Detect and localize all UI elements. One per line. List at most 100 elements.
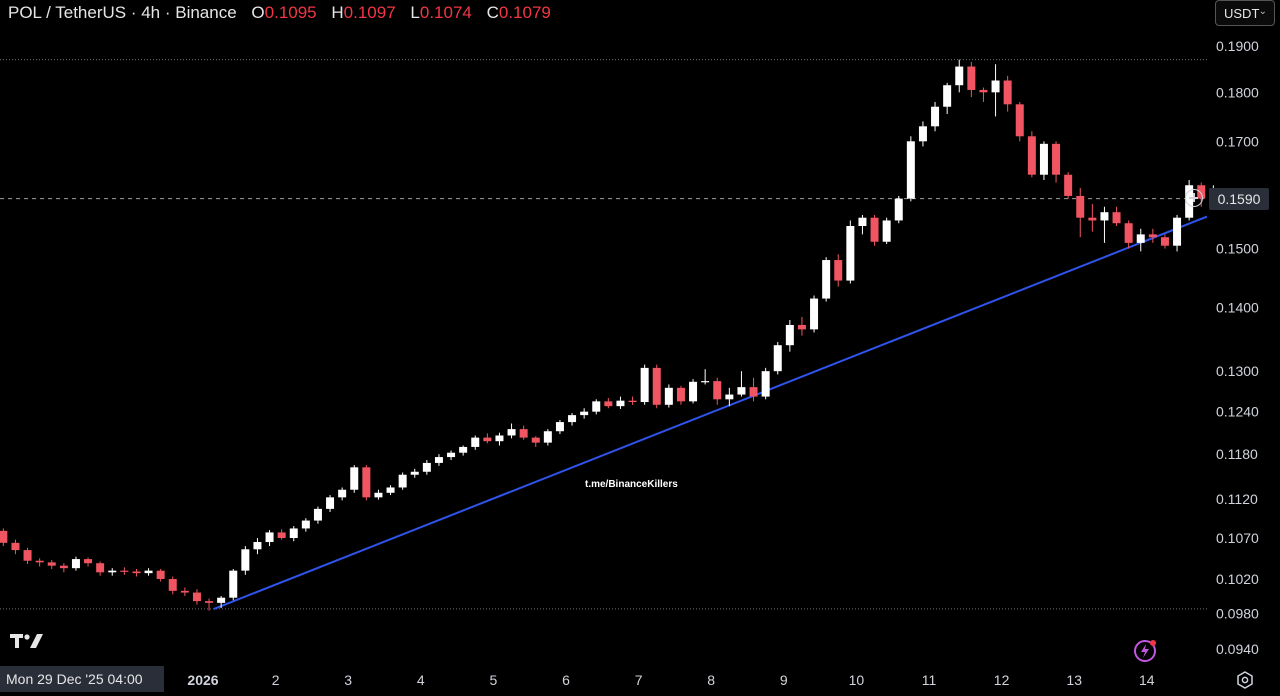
candle [265,530,274,547]
candle [84,557,93,567]
candle [447,450,456,460]
candle [180,587,189,596]
candle [229,568,238,601]
candle [810,295,819,333]
price-tick-label: 0.1300 [1216,363,1259,379]
candle [1015,101,1024,142]
candle [132,568,141,577]
time-tick-label: 13 [1066,672,1082,688]
candle [652,364,661,409]
candle [568,413,577,426]
candle [120,567,129,575]
candle [918,121,927,147]
candle [737,371,746,397]
price-tick-label: 0.1020 [1216,571,1259,587]
candle [410,468,419,478]
candle [580,408,589,419]
candle [519,425,528,440]
candle [1064,172,1073,199]
candlestick-series [0,59,1218,611]
candle [943,82,952,115]
candle [35,558,44,567]
candle [0,528,8,547]
time-axis[interactable]: 2026 2 3 4 5 6 7 8 9 10 11 12 13 14 [187,672,1154,688]
candle [543,429,552,446]
symbol-title[interactable]: POL / TetherUS · 4h · Binance [8,3,237,22]
candle [108,568,117,576]
candle [192,589,201,605]
candle [882,217,891,244]
candle [785,319,794,352]
candle [1160,234,1169,249]
settings-icon[interactable] [1236,671,1254,689]
candle [773,342,782,375]
candle [71,556,80,571]
time-tick-label: 11 [922,672,937,688]
plus-circle-icon[interactable] [1185,189,1203,207]
price-tick-label: 0.0980 [1216,605,1259,621]
price-tick-label: 0.1700 [1216,133,1259,149]
candle [531,436,540,447]
candle [483,433,492,444]
candle [495,432,504,446]
candle [664,384,673,408]
tradingview-logo-icon[interactable] [10,632,44,650]
candle [822,257,831,302]
candle [459,445,468,456]
open-value: 0.1095 [264,3,317,22]
candle [350,465,359,493]
candle [1039,141,1048,180]
candle [507,423,516,439]
candle [592,399,601,415]
chart-header: POL / TetherUS · 4h · Binance O0.1095 H0… [8,3,551,23]
time-tick-label: 12 [994,672,1010,688]
candle [967,61,976,98]
time-tick-label: 6 [562,672,570,688]
trendline[interactable] [213,215,1208,610]
close-value: 0.1079 [498,3,551,22]
candle [156,568,165,582]
price-tick-label: 0.0940 [1216,641,1259,657]
candle [253,538,262,555]
candle [374,489,383,500]
time-tick-label: 8 [707,672,715,688]
candle [834,254,843,287]
lightning-icon[interactable] [1133,638,1159,664]
price-axis[interactable]: 0.1900 0.1800 0.1700 0.1500 0.1400 0.1300 0.12… [1216,38,1259,657]
time-tick-label: 5 [490,672,498,688]
candle [604,397,613,409]
price-tick-label: 0.1400 [1216,300,1259,316]
candle [338,487,347,501]
candle [241,546,250,575]
currency-dropdown[interactable]: USDT ⌄ [1215,0,1275,26]
candle [386,485,395,496]
high-value: 0.1097 [343,3,396,22]
candle [689,379,698,404]
candle [858,214,867,235]
candle [96,561,105,576]
current-price-label: 0.1590 [1209,188,1269,210]
low-value: 0.1074 [419,3,472,22]
candle [205,598,214,611]
candle [398,472,407,490]
candle [313,506,322,524]
candle [797,316,806,336]
time-tick-label: 10 [849,672,865,688]
candle [761,367,770,400]
candle [1136,228,1145,252]
candle [362,465,371,501]
candle [906,136,915,202]
time-tick-label: 14 [1139,672,1155,688]
candle [1088,204,1097,232]
candle [846,220,855,284]
candle [955,59,964,93]
candle [701,369,710,385]
candle [326,495,335,512]
candle [301,518,310,532]
candle [1112,206,1121,227]
price-tick-label: 0.1240 [1216,404,1259,420]
time-tick-label: 3 [344,672,352,688]
price-tick-label: 0.1900 [1216,38,1259,54]
candle [713,377,722,405]
